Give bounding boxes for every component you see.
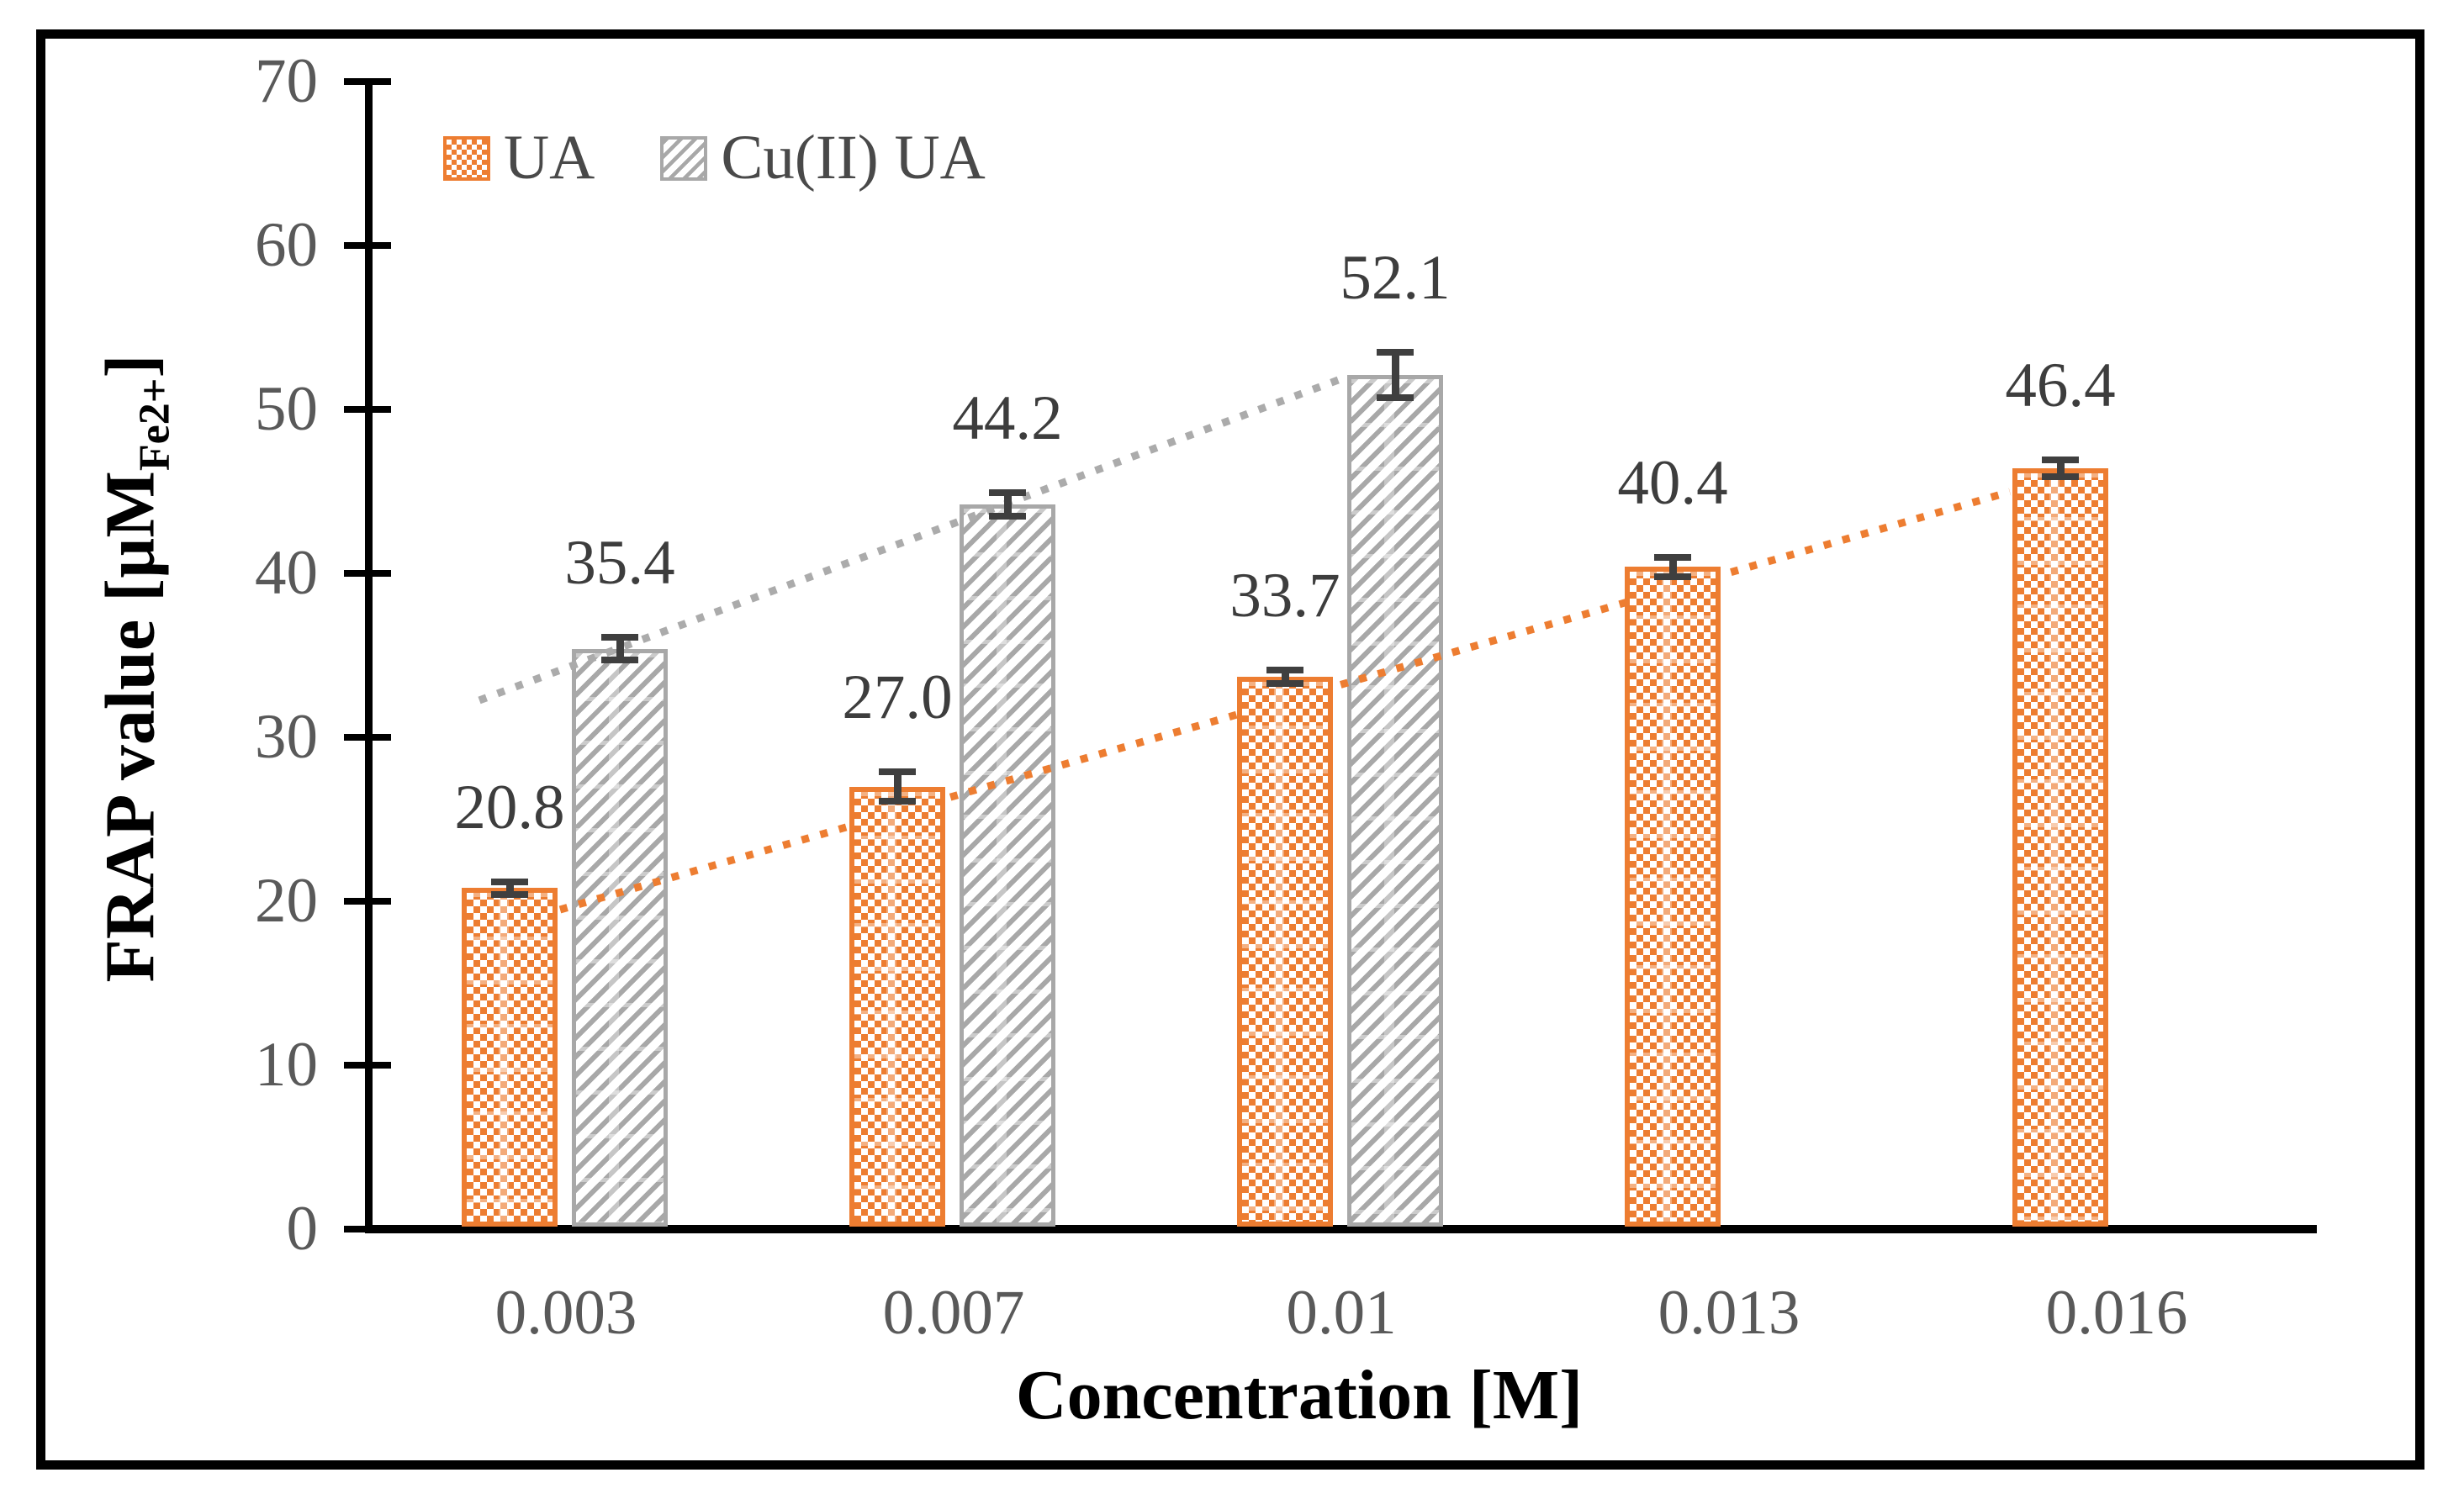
bar-value-label: 35.4	[564, 528, 675, 599]
y-axis-title-subscript: Fe2+	[130, 377, 179, 472]
y-tick-label: 20	[255, 866, 318, 936]
error-bar-cap-top	[491, 878, 528, 885]
y-tick-label: 40	[255, 538, 318, 608]
error-bar-cap-top	[2042, 457, 2079, 464]
bar-value-label: 52.1	[1340, 242, 1451, 313]
y-tick-label: 50	[255, 374, 318, 444]
error-bar-whisker	[893, 771, 902, 802]
y-axis-title-main: FRAP value [µM	[91, 471, 170, 983]
bar-pattern-overlay	[1242, 681, 1328, 1222]
legend-swatch-cu-ua-pattern-icon	[660, 135, 708, 181]
error-bar-cap-top	[1654, 553, 1691, 561]
error-bar-cap-bottom	[601, 657, 638, 664]
bar-pattern-overlay	[1630, 572, 1716, 1222]
bar-value-label: 20.8	[454, 772, 565, 842]
bar-ua	[1625, 567, 1721, 1227]
x-tick-label: 0.016	[2045, 1278, 2188, 1348]
bar-ua	[462, 888, 558, 1227]
y-tick-label: 60	[255, 210, 318, 280]
y-tick-label: 70	[255, 46, 318, 116]
error-bar-cap-bottom	[1266, 679, 1303, 687]
error-bar-cap-top	[1377, 348, 1414, 356]
legend: UA Cu(II) UA	[443, 123, 986, 193]
x-tick-label: 0.007	[882, 1278, 1025, 1348]
error-bar-cap-top	[601, 634, 638, 641]
x-tick-label: 0.013	[1658, 1278, 1800, 1348]
error-bar-whisker	[1668, 557, 1677, 577]
bar-value-label: 46.4	[2005, 351, 2116, 421]
bar-ua	[1237, 676, 1333, 1227]
error-bar-whisker	[1281, 670, 1289, 684]
bar-cu-ua	[1347, 375, 1443, 1227]
legend-label-ua: UA	[504, 123, 595, 193]
error-bar-cap-top	[989, 489, 1026, 497]
bar-pattern-overlay	[467, 893, 553, 1222]
error-bar-whisker	[505, 881, 514, 895]
error-bar-whisker	[2056, 460, 2065, 477]
error-bar-whisker	[1391, 351, 1399, 399]
bar-value-label: 33.7	[1229, 561, 1340, 631]
bar-pattern-overlay	[854, 791, 940, 1222]
bar-pattern-overlay	[1351, 379, 1439, 1222]
error-bar-cap-bottom	[989, 512, 1026, 520]
error-bar-cap-bottom	[879, 798, 916, 805]
error-bar-cap-bottom	[491, 891, 528, 899]
x-axis-title: Concentration [M]	[1015, 1356, 1584, 1434]
bar-pattern-overlay	[964, 509, 1051, 1222]
error-bar-cap-bottom	[1654, 573, 1691, 580]
error-bar-whisker	[1003, 493, 1012, 516]
bar-pattern-overlay	[2017, 473, 2103, 1222]
legend-swatch-ua-pattern-icon	[443, 135, 490, 181]
y-axis-line	[365, 78, 373, 1233]
bar-value-label: 44.2	[952, 383, 1063, 454]
x-tick-label: 0.01	[1286, 1278, 1397, 1348]
bar-cu-ua	[572, 648, 668, 1227]
y-tick-label: 30	[255, 702, 318, 772]
y-tick-label: 10	[255, 1030, 318, 1100]
legend-item-ua: UA	[443, 123, 595, 193]
error-bar-cap-bottom	[1377, 394, 1414, 402]
y-tick-label: 0	[286, 1194, 319, 1264]
error-bar-cap-bottom	[2042, 472, 2079, 480]
error-bar-cap-top	[879, 768, 916, 775]
error-bar-cap-top	[1266, 667, 1303, 674]
bar-cu-ua	[960, 504, 1055, 1227]
bar-ua	[2012, 468, 2108, 1227]
y-axis-title: FRAP value [µMFe2+]	[91, 354, 193, 983]
legend-item-cu-ua: Cu(II) UA	[660, 123, 986, 193]
legend-label-cu-ua: Cu(II) UA	[721, 123, 986, 193]
bar-pattern-overlay	[576, 652, 664, 1222]
error-bar-whisker	[616, 637, 624, 661]
bar-value-label: 27.0	[842, 662, 953, 732]
y-axis-title-close: ]	[91, 354, 170, 378]
bar-ua	[849, 786, 945, 1227]
bar-value-label: 40.4	[1617, 447, 1728, 518]
x-axis-line	[365, 1225, 2317, 1233]
x-tick-label: 0.003	[494, 1278, 637, 1348]
